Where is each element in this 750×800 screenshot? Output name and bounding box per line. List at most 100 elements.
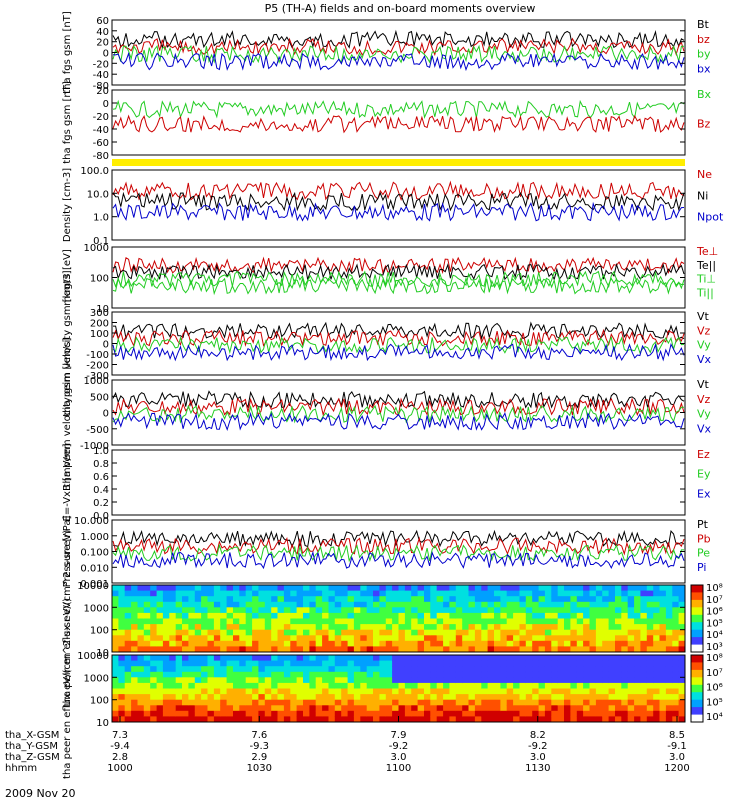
y-tick-label: 40 xyxy=(96,27,109,38)
legend-entry: Pe xyxy=(697,547,710,560)
legend-entry: Vx xyxy=(697,422,712,435)
panel-2: Bx Bz 20 0 -20 -40 -60 -80 tha fgs gsm [nT] xyxy=(62,81,712,164)
x-tick-label: 7.3 xyxy=(112,730,128,741)
legend-entry: Pi xyxy=(697,561,706,574)
y-tick-label: 20 xyxy=(96,86,109,97)
separator-bar xyxy=(112,159,685,166)
legend-entry: Vt xyxy=(697,310,710,323)
y-tick-label: 1000 xyxy=(84,376,109,387)
colorbar-label: 10⁶ xyxy=(706,683,723,694)
legend-entry: Ey xyxy=(697,468,711,481)
y-tick-label: 100 xyxy=(90,696,109,707)
series-line-Ni xyxy=(112,191,685,212)
legend-entry: Ti|| xyxy=(696,286,714,299)
legend-entry: Bt xyxy=(697,18,710,31)
y-tick-label: 0 xyxy=(103,409,109,420)
x-tick-label: 2.9 xyxy=(251,752,267,763)
x-tick-label: 2.8 xyxy=(112,752,128,763)
series-line-Te|| xyxy=(112,262,685,281)
legend-entry: Bz xyxy=(697,118,711,131)
y-tick-label: 0 xyxy=(103,99,109,110)
x-tick-label: -9.4 xyxy=(110,741,130,752)
y-tick-label: 10000 xyxy=(77,581,109,592)
series-line-bz xyxy=(112,37,685,57)
y-axis-label: tha peim velocity gsm [km/s] xyxy=(62,270,73,417)
y-tick-label: -40 xyxy=(93,70,109,81)
colorbar-label: 10⁵ xyxy=(706,618,723,629)
y-tick-label: -100 xyxy=(86,350,109,361)
colorbar-label: 10⁸ xyxy=(706,653,723,664)
x-tick-label: 3.0 xyxy=(391,752,407,763)
colorbar-label: 10⁴ xyxy=(706,630,723,641)
y-tick-label: 1000 xyxy=(84,243,109,254)
x-tick-label: -9.2 xyxy=(528,741,548,752)
legend-entry: Vz xyxy=(697,324,711,337)
y-tick-label: 0.1 xyxy=(93,236,109,247)
legend-entry: Ex xyxy=(697,487,711,500)
y-tick-label: 0.010 xyxy=(80,563,109,574)
panel-frame xyxy=(111,89,686,156)
legend-entry: Te|| xyxy=(696,259,716,272)
colorbar-label: 10⁶ xyxy=(706,607,723,618)
y-tick-label: -1000 xyxy=(80,441,109,452)
y-tick-label: 10 xyxy=(96,718,109,729)
y-tick-label: 0.4 xyxy=(93,485,109,496)
y-tick-label: -20 xyxy=(93,59,109,70)
y-tick-label: 1.0 xyxy=(93,446,109,457)
y-tick-label: 0.8 xyxy=(93,459,109,470)
panel-4: Te⊥Te||Ti⊥Ti|| 1000 100 10 magt3 [eV] xyxy=(62,243,718,315)
y-tick-label: 0.0 xyxy=(93,511,109,522)
colorbar-label: 10⁷ xyxy=(706,595,723,606)
y-tick-label: 0.001 xyxy=(80,579,109,590)
x-tick-label: 8.5 xyxy=(669,730,685,741)
legend-entry: Ni xyxy=(697,189,708,202)
panel-frame xyxy=(111,584,686,653)
y-axis-label: magt3 [eV] xyxy=(62,249,73,306)
y-tick-label: 100 xyxy=(90,329,109,340)
x-tick-label: 3.0 xyxy=(530,752,546,763)
x-row-label: tha_X-GSM xyxy=(5,730,59,741)
series-line-Pi xyxy=(112,550,685,570)
series-line-Bt xyxy=(112,29,685,50)
y-axis-label: E=-VxB [mV/m] xyxy=(62,443,73,521)
colorbar-label: 10⁴ xyxy=(706,712,723,723)
y-tick-label: -60 xyxy=(93,138,109,149)
y-tick-label: 20 xyxy=(96,38,109,49)
panel-frame xyxy=(111,246,686,309)
y-tick-label: -80 xyxy=(93,151,109,162)
x-axis: 7.3-9.42.810007.6-9.32.910307.9-9.23.011… xyxy=(5,716,690,774)
x-tick-label: -9.3 xyxy=(250,741,270,752)
series-line-Ne xyxy=(112,180,685,201)
panel-3: Ne Ni Npot 100.0 10.0 1.0 0.1 Density [cm-3] xyxy=(62,166,724,247)
panel-frame xyxy=(111,169,686,241)
legend-entry: Vy xyxy=(697,339,711,352)
panel-7: Ez Ey Ex 1.0 0.8 0.6 0.4 0.2 0.0 E=-VxB [mV/m] xyxy=(62,443,711,522)
x-tick-label: -9.1 xyxy=(667,741,687,752)
y-tick-label: -40 xyxy=(93,125,109,136)
y-tick-label: 10.0 xyxy=(87,189,109,200)
legend-entry: by xyxy=(697,48,711,61)
series-line-bx xyxy=(112,51,685,72)
y-tick-label: 10 xyxy=(96,304,109,315)
series-line-Vt xyxy=(112,390,685,409)
y-axis-label: tha fgs gsm [nT] xyxy=(62,81,73,164)
legend-entry: Pt xyxy=(697,518,709,531)
y-axis-label: Density [cm-3] xyxy=(62,168,73,242)
x-tick-label: 7.9 xyxy=(391,730,407,741)
y-tick-label: 60 xyxy=(96,16,109,27)
y-tick-label: 100.0 xyxy=(80,166,109,177)
x-tick-label: 1100 xyxy=(386,763,411,774)
y-axis-label: Pressure [nPa] xyxy=(62,516,73,588)
y-tick-label: 200 xyxy=(90,319,109,330)
legend-entry: Te⊥ xyxy=(696,245,718,258)
legend-entry: Vx xyxy=(697,353,712,366)
series-line-Npot xyxy=(112,201,685,222)
series-line-Vz xyxy=(112,328,685,348)
y-tick-label: -500 xyxy=(86,425,109,436)
legend-entry: Ti⊥ xyxy=(696,273,716,286)
x-tick-label: 1000 xyxy=(107,763,132,774)
